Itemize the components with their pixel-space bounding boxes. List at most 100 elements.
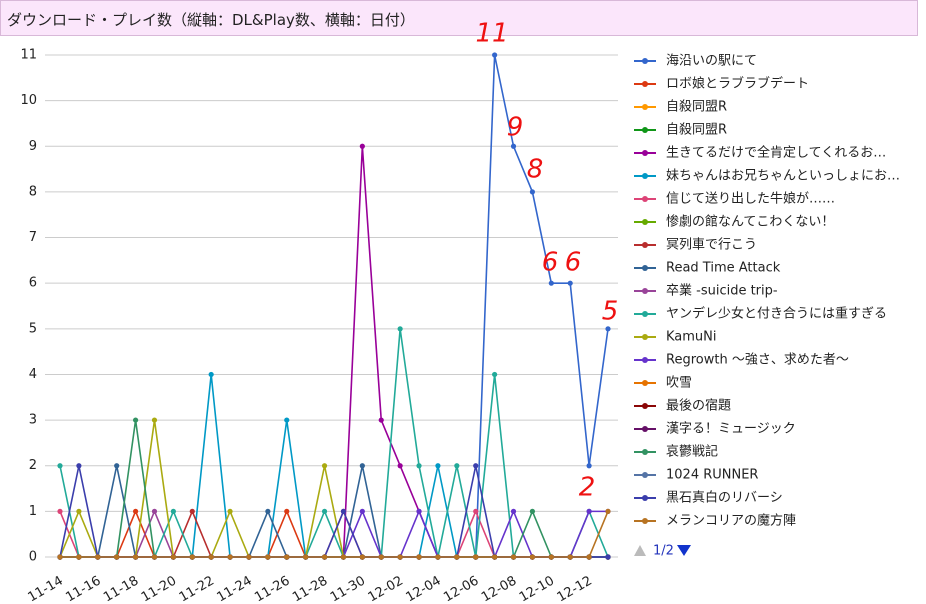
data-point	[454, 554, 460, 560]
data-point	[76, 554, 82, 560]
data-point	[284, 417, 290, 423]
data-point	[567, 554, 573, 560]
legend-page: 1/2	[653, 544, 674, 559]
legend-label: 冥列車で行こう	[666, 238, 757, 253]
data-point	[492, 52, 498, 58]
legend-dot	[642, 449, 648, 455]
x-tick-label: 11-14	[26, 574, 66, 604]
data-point	[208, 371, 214, 378]
data-point	[151, 554, 158, 560]
annotation: 11	[475, 19, 508, 49]
series-line	[60, 54, 609, 558]
legend-dot	[642, 403, 648, 409]
data-point	[529, 508, 536, 514]
x-tick-label: 12-02	[366, 574, 406, 604]
legend-label: 哀鬱戦記	[666, 444, 718, 460]
annotation: 9	[507, 113, 524, 143]
legend-next[interactable]	[677, 545, 691, 556]
data-point	[57, 463, 63, 469]
data-point	[416, 463, 422, 469]
data-point	[359, 143, 365, 149]
data-point	[57, 554, 63, 560]
data-point	[57, 508, 63, 514]
data-point	[586, 463, 592, 469]
data-point	[227, 554, 233, 560]
y-tick-label: 10	[20, 93, 37, 108]
legend-dot	[642, 472, 648, 478]
legend-dot	[642, 173, 648, 179]
data-point	[265, 554, 271, 560]
data-point	[397, 463, 403, 469]
data-point	[227, 508, 233, 514]
data-point	[321, 508, 328, 514]
data-point	[246, 554, 252, 560]
data-point	[303, 554, 309, 560]
legend-dot	[642, 265, 648, 271]
data-point	[340, 508, 347, 514]
data-point	[548, 280, 554, 286]
data-point	[605, 508, 611, 514]
legend-dot	[642, 104, 648, 110]
data-point	[416, 508, 422, 514]
data-point	[359, 463, 365, 469]
data-point	[132, 508, 139, 514]
data-point	[132, 554, 139, 560]
legend-label: 惨劇の館なんてこわくない！	[666, 214, 834, 230]
legend-label: KamuNi	[666, 330, 717, 345]
data-point	[114, 463, 120, 469]
y-tick-label: 1	[29, 504, 37, 519]
data-point	[151, 417, 158, 423]
data-point	[435, 463, 441, 469]
data-point	[416, 554, 422, 560]
legend-label: 信じて送り出した牛娘が……	[666, 192, 835, 207]
data-point	[435, 554, 441, 560]
legend-dot	[642, 196, 648, 202]
legend-label: 海沿いの駅にて	[666, 54, 757, 69]
y-tick-label: 5	[29, 321, 37, 336]
data-point	[359, 554, 365, 560]
data-point	[189, 554, 195, 560]
legend-label: Read Time Attack	[666, 261, 781, 276]
x-tick-label: 12-12	[555, 574, 595, 604]
data-point	[359, 508, 365, 514]
legend-label: 1024 RUNNER	[666, 468, 758, 483]
data-point	[605, 326, 611, 332]
data-point	[189, 508, 195, 514]
legend-dot	[642, 219, 648, 225]
data-point	[378, 417, 384, 423]
data-point	[114, 554, 120, 560]
legend-dot	[642, 58, 648, 64]
x-tick-label: 12-08	[479, 574, 519, 604]
legend-dot	[642, 81, 648, 87]
annotation: 6	[565, 248, 582, 278]
legend-dot	[642, 380, 648, 386]
legend-dot	[642, 150, 648, 156]
x-tick-label: 11-30	[328, 574, 368, 604]
x-tick-label: 11-18	[101, 574, 141, 604]
series-line	[60, 146, 608, 558]
x-tick-label: 11-26	[252, 574, 292, 604]
y-tick-label: 0	[29, 550, 37, 565]
data-point	[473, 463, 479, 469]
legend-dot	[642, 242, 648, 248]
data-point	[397, 326, 403, 332]
title-box: ダウンロード・プレイ数（縦軸：DL&Play数、横軸：日付）	[0, 0, 918, 36]
data-point	[492, 554, 498, 560]
data-point	[473, 554, 479, 560]
data-point	[510, 554, 517, 560]
legend-label: Regrowth ～強さ、求めた者～	[666, 353, 849, 368]
data-point	[76, 463, 82, 469]
x-tick-label: 12-04	[403, 574, 443, 604]
legend-label: ヤンデレ少女と付き合うには重すぎる	[666, 306, 887, 322]
y-tick-label: 6	[29, 276, 37, 291]
y-tick-label: 8	[29, 184, 37, 199]
y-tick-label: 3	[29, 413, 37, 428]
annotation: 2	[579, 473, 596, 503]
data-point	[586, 554, 592, 560]
legend-prev[interactable]	[634, 545, 646, 556]
legend-dot	[642, 334, 648, 340]
data-point	[321, 463, 328, 469]
legend-label: メランコリアの魔方陣	[666, 513, 796, 529]
legend-label: 卒業 -suicide trip-	[666, 283, 778, 299]
